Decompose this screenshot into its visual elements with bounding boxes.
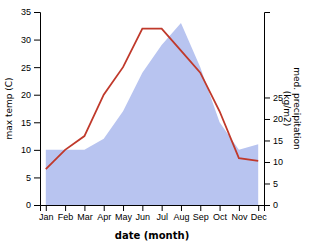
- tick-label: Jul: [156, 212, 168, 222]
- tick-mark: [264, 162, 270, 163]
- tick: Dec: [251, 205, 268, 222]
- y2-axis-title-line: (kg/m2): [282, 91, 292, 126]
- tick: Nov: [231, 205, 248, 222]
- tick-mark: [46, 205, 47, 211]
- tick: Feb: [58, 205, 74, 222]
- tick-mark: [142, 205, 143, 211]
- axis-line: [34, 13, 41, 206]
- chart: Jan FebMar Apr MayJun Jul Aug Sep OctNovDec 0 5 10…: [0, 0, 318, 247]
- tick-label: 0: [273, 200, 278, 210]
- tick-mark: [34, 95, 40, 96]
- tick: Jul: [156, 205, 168, 222]
- y-axis-title: max temp (C): [4, 77, 14, 139]
- tick-mark: [34, 12, 40, 13]
- tick-label: 0: [26, 200, 31, 210]
- tick-mark: [34, 67, 40, 68]
- y2-axis-title-line: med. precipitation: [292, 67, 302, 149]
- tick-label: Nov: [231, 212, 248, 222]
- tick-label: 20: [21, 90, 31, 100]
- plot: Jan FebMar Apr MayJun Jul Aug Sep OctNovDec 0 5 10…: [4, 7, 302, 241]
- tick: 10: [264, 157, 283, 167]
- tick: 35: [21, 7, 40, 17]
- tick: Aug: [173, 205, 189, 222]
- axis-line: [265, 13, 271, 206]
- precipitation-area: [46, 23, 258, 205]
- tick-mark: [34, 40, 40, 41]
- axis-line: [41, 206, 265, 212]
- tick-mark: [104, 205, 105, 211]
- tick-label: Oct: [213, 212, 228, 222]
- tick: Apr: [97, 205, 111, 222]
- tick-mark: [258, 205, 259, 211]
- tick-mark: [34, 122, 40, 123]
- tick-mark: [162, 205, 163, 211]
- tick-label: Apr: [97, 212, 111, 222]
- tick: 20: [264, 114, 283, 124]
- tick: 20: [21, 90, 40, 100]
- tick: Sep: [193, 205, 209, 222]
- temperature-line: [46, 29, 258, 170]
- tick-label: 5: [273, 179, 278, 189]
- tick-mark: [239, 205, 240, 211]
- tick: 25: [21, 63, 40, 73]
- tick-label: Feb: [58, 212, 74, 222]
- tick-mark: [264, 119, 270, 120]
- tick: May: [115, 205, 133, 222]
- tick-label: 35: [21, 7, 31, 17]
- tick-mark: [264, 97, 270, 98]
- tick-mark: [123, 205, 124, 211]
- tick: 15: [264, 136, 283, 146]
- tick-mark: [264, 183, 270, 184]
- y2-axis-title: med. precipitation(kg/m2): [282, 67, 302, 149]
- tick: Jan: [39, 205, 54, 222]
- tick-label: Dec: [251, 212, 268, 222]
- tick: 5: [26, 173, 40, 183]
- tick: Mar: [77, 205, 93, 222]
- tick-label: 25: [21, 63, 31, 73]
- tick: 15: [21, 118, 40, 128]
- tick-label: 10: [21, 145, 31, 155]
- y2-axis: 0 5 10 15 20 25: [264, 13, 283, 211]
- x-axis-title: date (month): [115, 230, 189, 241]
- tick: 5: [264, 179, 278, 189]
- tick-mark: [264, 205, 270, 206]
- tick-label: Aug: [173, 212, 189, 222]
- tick-label: Mar: [77, 212, 93, 222]
- tick-label: 15: [273, 136, 283, 146]
- tick-label: 25: [273, 93, 283, 103]
- tick-label: Jun: [136, 212, 151, 222]
- tick-mark: [220, 205, 221, 211]
- tick-mark: [34, 177, 40, 178]
- tick-label: 20: [273, 114, 283, 124]
- tick: Oct: [213, 205, 228, 222]
- tick-mark: [181, 205, 182, 211]
- tick: 30: [21, 35, 40, 45]
- tick-label: 10: [273, 157, 283, 167]
- tick: 25: [264, 93, 283, 103]
- tick-label: 30: [21, 35, 31, 45]
- marks: [46, 23, 258, 205]
- tick: 10: [21, 145, 40, 155]
- tick: 0: [264, 200, 278, 210]
- tick-label: 5: [26, 173, 31, 183]
- x-axis: Jan FebMar Apr MayJun Jul Aug Sep OctNovDec: [39, 205, 267, 222]
- tick-mark: [65, 205, 66, 211]
- tick: Jun: [136, 205, 151, 222]
- tick-mark: [34, 150, 40, 151]
- y-axis: 0 5 10 15 20 25 30 35: [21, 7, 41, 210]
- tick-mark: [200, 205, 201, 211]
- tick-label: Jan: [39, 212, 54, 222]
- tick-mark: [264, 140, 270, 141]
- tick-label: May: [115, 212, 133, 222]
- tick-label: Sep: [193, 212, 209, 222]
- tick-label: 15: [21, 118, 31, 128]
- tick-mark: [84, 205, 85, 211]
- tick: 0: [26, 200, 40, 210]
- tick-mark: [34, 205, 40, 206]
